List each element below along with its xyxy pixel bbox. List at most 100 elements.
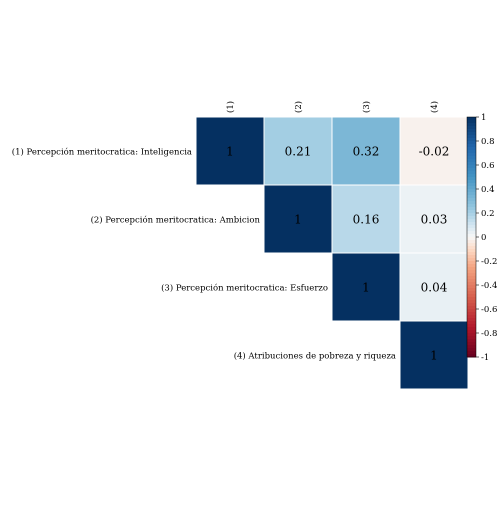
heatmap-cell [331,184,401,254]
cell-value-label: 1 [362,281,370,295]
heatmap-cell [263,184,333,254]
colorbar-segment [467,192,476,196]
cell-value-label: 0.16 [353,213,380,227]
colorbar-segment [467,330,476,334]
heatmap-cell [331,252,401,322]
colorbar-segment [467,303,476,307]
colorbar-segment [467,138,476,142]
heatmap-cell [263,116,333,186]
colorbar-segment [467,321,476,325]
colorbar-segment [467,159,476,163]
colorbar-segment [467,285,476,289]
colorbar-tick-label: 0.8 [481,137,495,147]
colorbar-segment [467,222,476,226]
colorbar-segment [467,195,476,199]
cell-value-label: 1 [430,349,438,363]
colorbar-segment [467,183,476,187]
colorbar-tick-label: 0.6 [481,161,495,171]
colorbar-segment [467,132,476,136]
colorbar-segment [467,234,476,238]
colorbar-segment [467,147,476,151]
cell-value-label: -0.02 [419,145,450,159]
colorbar-segment [467,339,476,343]
colorbar-tick-label: 1 [481,113,486,123]
colorbar-segment [467,318,476,322]
cell-value-label: 0.21 [285,145,312,159]
colorbar-segment [467,312,476,316]
colorbar-segment [467,186,476,190]
colorbar-segment [467,201,476,205]
colorbar-segment [467,153,476,157]
column-label: (4) [429,101,440,113]
colorbar-segment [467,240,476,244]
colorbar-segment [467,228,476,232]
colorbar-tick-label: -0.8 [481,329,497,339]
colorbar-segment [467,282,476,286]
colorbar-segment [467,336,476,340]
colorbar-segment [467,291,476,295]
colorbar-tick-label: -0.6 [481,305,497,315]
row-label: (1) Percepción meritocratica: Inteligenc… [12,147,192,158]
colorbar-segment [467,243,476,247]
colorbar-segment [467,351,476,355]
colorbar-segment [467,231,476,235]
colorbar-segment [467,162,476,166]
colorbar-segment [467,309,476,313]
row-label: (3) Percepción meritocratica: Esfuerzo [161,283,328,294]
colorbar-tick-label: -0.2 [481,257,497,267]
colorbar-segment [467,126,476,130]
colorbar-segment [467,273,476,277]
colorbar-segment [467,198,476,202]
cell-value-label: 0.04 [421,281,448,295]
colorbar-segment [467,264,476,268]
colorbar-segment [467,348,476,352]
colorbar-segment [467,276,476,280]
colorbar-segment [467,255,476,259]
colorbar-segment [467,279,476,283]
colorbar-segment [467,342,476,346]
colorbar-segment [467,306,476,310]
colorbar: 1 0.8 0.6 0.4 0.2 0 -0.2 -0.4 -0.6 -0.8 -1 [466,113,497,363]
colorbar-tick-label: -1 [481,353,489,363]
row-label: (4) Atribuciones de pobreza y riqueza [234,351,396,362]
heatmap-cells: 1 0.21 0.32 -0.02 1 0.16 0.03 1 0.04 1 [195,116,469,390]
colorbar-segment [467,315,476,319]
colorbar-segment [467,174,476,178]
colorbar-segment [467,252,476,256]
colorbar-segment [467,258,476,262]
colorbar-segment [467,168,476,172]
cell-value-label: 0.03 [421,213,448,227]
colorbar-segment [467,267,476,271]
colorbar-segment [467,129,476,133]
row-label: (2) Percepción meritocratica: Ambicion [91,215,261,226]
colorbar-segment [467,354,476,358]
colorbar-segment [467,288,476,292]
heatmap-cell [399,320,469,390]
colorbar-segment [467,120,476,124]
column-label: (2) [293,101,304,113]
colorbar-segment [467,204,476,208]
colorbar-segment [467,237,476,241]
colorbar-segment [467,210,476,214]
heatmap-cell [195,116,265,186]
colorbar-segment [467,261,476,265]
colorbar-segment [467,144,476,148]
colorbar-segment [467,327,476,331]
colorbar-tick-label: 0.2 [481,209,495,219]
colorbar-segment [467,123,476,127]
colorbar-segment [467,135,476,139]
colorbar-tick-label: 0.4 [481,185,495,195]
cell-value-label: 0.32 [353,145,380,159]
colorbar-segment [467,219,476,223]
heatmap-cell [331,116,401,186]
colorbar-segment [467,297,476,301]
column-label: (1) [225,101,236,113]
colorbar-segment [467,141,476,145]
colorbar-segment [467,177,476,181]
colorbar-segment [467,300,476,304]
colorbar-segment [467,345,476,349]
colorbar-segment [467,180,476,184]
colorbar-segment [467,294,476,298]
